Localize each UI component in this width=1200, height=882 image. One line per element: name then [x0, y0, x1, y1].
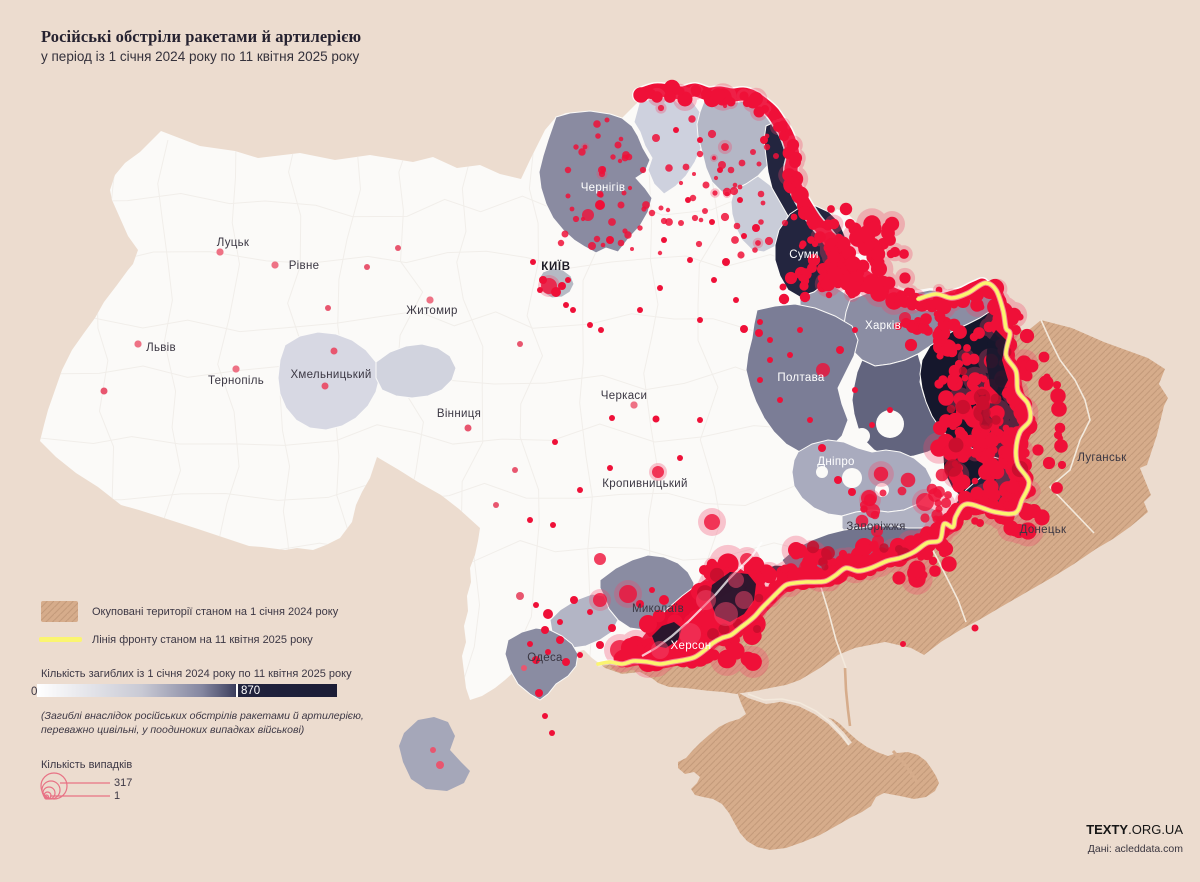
svg-text:Дніпро: Дніпро	[817, 456, 855, 468]
svg-text:Житомир: Житомир	[406, 305, 457, 317]
svg-text:Запоріжжя: Запоріжжя	[846, 521, 905, 533]
svg-text:Кропивницький: Кропивницький	[602, 478, 687, 490]
svg-text:Одеса: Одеса	[527, 652, 563, 664]
svg-text:Рівне: Рівне	[289, 260, 320, 272]
svg-text:Миколаїв: Миколаїв	[632, 603, 684, 615]
svg-text:Донецьк: Донецьк	[1020, 524, 1067, 536]
svg-text:Вінниця: Вінниця	[437, 408, 481, 420]
svg-text:Чернігів: Чернігів	[581, 182, 626, 194]
svg-text:Полтава: Полтава	[777, 372, 824, 384]
svg-text:Тернопіль: Тернопіль	[208, 375, 264, 387]
svg-text:Луганськ: Луганськ	[1077, 452, 1127, 464]
svg-text:Харків: Харків	[865, 320, 901, 332]
svg-text:Луцьк: Луцьк	[217, 237, 250, 249]
svg-text:Львів: Львів	[146, 342, 176, 354]
svg-text:Суми: Суми	[789, 249, 818, 261]
svg-text:Черкаси: Черкаси	[601, 390, 647, 402]
svg-text:Херсон: Херсон	[671, 640, 712, 652]
svg-text:КИЇВ: КИЇВ	[541, 260, 571, 273]
svg-text:Хмельницький: Хмельницький	[290, 369, 371, 381]
